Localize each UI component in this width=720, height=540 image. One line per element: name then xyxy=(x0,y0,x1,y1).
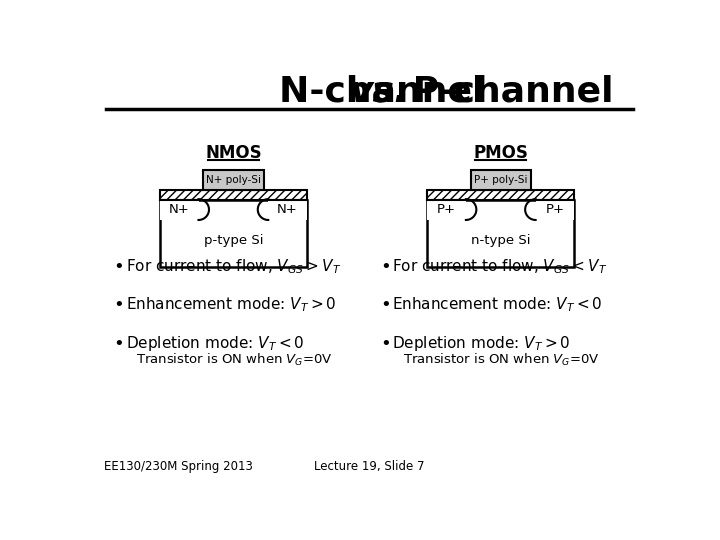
Bar xyxy=(536,200,575,220)
Text: p-type Si: p-type Si xyxy=(204,234,263,247)
Text: •: • xyxy=(113,296,124,314)
Bar xyxy=(160,200,307,267)
Text: •: • xyxy=(113,258,124,275)
Text: P+ poly-Si: P+ poly-Si xyxy=(474,175,528,185)
Text: •: • xyxy=(380,296,391,314)
Bar xyxy=(471,170,531,190)
Bar xyxy=(427,200,575,267)
Text: P-channel: P-channel xyxy=(400,75,613,109)
Text: For current to flow, $V_{GS} < V_T$: For current to flow, $V_{GS} < V_T$ xyxy=(392,257,608,276)
Text: PMOS: PMOS xyxy=(473,144,528,163)
Text: Lecture 19, Slide 7: Lecture 19, Slide 7 xyxy=(314,460,424,473)
Bar xyxy=(160,190,307,200)
Text: NMOS: NMOS xyxy=(205,144,261,163)
Text: Enhancement mode: $V_T > 0$: Enhancement mode: $V_T > 0$ xyxy=(126,296,336,314)
Text: Transistor is ON when $V_G$=0V: Transistor is ON when $V_G$=0V xyxy=(403,352,600,368)
Text: n-type Si: n-type Si xyxy=(471,234,531,247)
Text: vs.: vs. xyxy=(350,75,408,109)
Bar xyxy=(160,200,199,220)
Text: •: • xyxy=(113,335,124,353)
Bar xyxy=(269,200,307,220)
Text: For current to flow, $V_{GS} > V_T$: For current to flow, $V_{GS} > V_T$ xyxy=(126,257,341,276)
Text: P+: P+ xyxy=(437,203,456,216)
Text: N+: N+ xyxy=(277,203,298,216)
Text: N+: N+ xyxy=(168,203,189,216)
Text: Transistor is ON when $V_G$=0V: Transistor is ON when $V_G$=0V xyxy=(137,352,333,368)
Text: •: • xyxy=(380,335,391,353)
Bar xyxy=(427,190,575,200)
Text: Enhancement mode: $V_T < 0$: Enhancement mode: $V_T < 0$ xyxy=(392,296,603,314)
Text: Depletion mode: $V_T > 0$: Depletion mode: $V_T > 0$ xyxy=(392,334,571,353)
Text: N+ poly-Si: N+ poly-Si xyxy=(206,175,261,185)
Text: EE130/230M Spring 2013: EE130/230M Spring 2013 xyxy=(104,460,253,473)
Bar xyxy=(427,200,466,220)
Text: •: • xyxy=(380,258,391,275)
Text: Depletion mode: $V_T < 0$: Depletion mode: $V_T < 0$ xyxy=(126,334,304,353)
Text: P+: P+ xyxy=(546,203,564,216)
Bar xyxy=(203,170,264,190)
Text: N-channel: N-channel xyxy=(279,75,497,109)
